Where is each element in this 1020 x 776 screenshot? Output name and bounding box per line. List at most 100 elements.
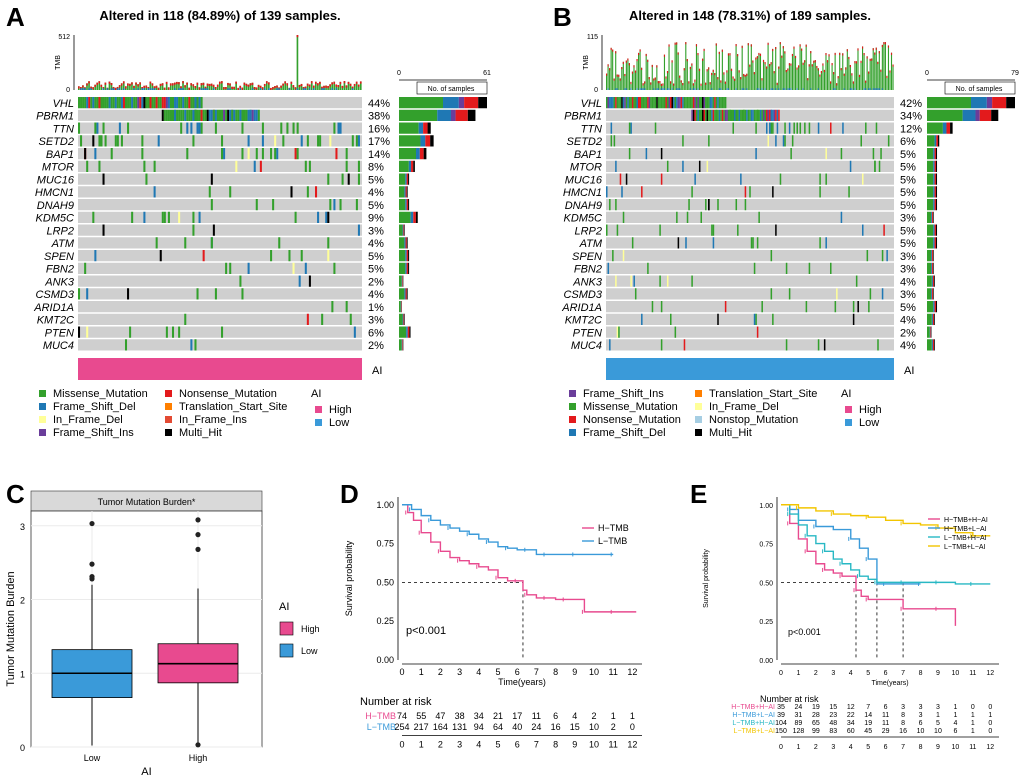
mutation-cell bbox=[225, 109, 228, 121]
tmb-bar-base bbox=[726, 88, 728, 90]
tmb-bar bbox=[692, 83, 694, 90]
gene-percent: 5% bbox=[368, 251, 384, 263]
tmb-bar-cap bbox=[819, 74, 821, 77]
sample-bar-segment bbox=[927, 262, 932, 274]
gene-row-hmcn1: HMCN1 4% bbox=[35, 186, 408, 199]
tmb-bar-cap bbox=[94, 84, 96, 87]
legend-ai-title: AI bbox=[841, 388, 851, 400]
tmb-bar-cap bbox=[110, 83, 113, 86]
tmb-bar-cap bbox=[171, 83, 174, 86]
mutation-cell bbox=[735, 109, 738, 121]
tmb-bar-cap bbox=[788, 63, 790, 66]
risk-table-cell: 150 bbox=[775, 728, 787, 735]
mutation-cell bbox=[235, 160, 238, 172]
tmb-bar-base bbox=[276, 88, 278, 90]
tmb-bar-cap bbox=[843, 73, 845, 76]
tmb-bar-cap bbox=[718, 51, 720, 55]
gene-percent: 3% bbox=[900, 289, 916, 301]
tmb-bar bbox=[349, 83, 352, 90]
tmb-bar-cap bbox=[268, 82, 270, 85]
mutation-cell bbox=[319, 135, 322, 147]
mutation-cell bbox=[712, 237, 715, 249]
tmb-bar-cap bbox=[337, 85, 340, 88]
tmb-bar bbox=[139, 82, 141, 90]
tmb-bar bbox=[659, 81, 661, 90]
tmb-bar bbox=[682, 83, 684, 90]
tmb-bar-cap bbox=[296, 35, 299, 38]
tmb-bar bbox=[698, 68, 701, 90]
legend-label: Frame_Shift_Ins bbox=[53, 427, 134, 439]
tmb-bar-base bbox=[116, 88, 119, 90]
risk-table-tick: 8 bbox=[919, 744, 923, 751]
legend-label: Translation_Start_Site bbox=[709, 388, 817, 400]
tmb-bar bbox=[744, 74, 746, 90]
mutation-cell bbox=[679, 97, 681, 109]
tmb-bar-cap bbox=[622, 61, 624, 64]
tmb-bar-base bbox=[817, 88, 819, 90]
gene-row-fbn2: FBN2 5% bbox=[46, 262, 410, 276]
mutation-cell bbox=[773, 109, 776, 121]
mutation-cell bbox=[732, 109, 734, 121]
sample-bar-segment bbox=[405, 250, 407, 262]
legend-swatch bbox=[569, 390, 576, 397]
tmb-bar bbox=[785, 69, 787, 90]
gene-percent: 3% bbox=[368, 315, 384, 327]
sample-bar-segment bbox=[399, 339, 402, 351]
mutation-cell bbox=[766, 122, 768, 134]
mutation-cell bbox=[357, 173, 360, 185]
mutation-cell bbox=[659, 224, 661, 236]
tmb-bar-base bbox=[133, 88, 135, 90]
mutation-cell bbox=[721, 109, 724, 121]
legend-label: Low bbox=[301, 646, 318, 656]
sample-bar-segment bbox=[932, 250, 934, 262]
tmb-bar-cap bbox=[869, 58, 871, 62]
tmb-bar-cap bbox=[865, 80, 867, 83]
mutation-cell bbox=[881, 250, 884, 262]
tmb-bar bbox=[892, 64, 894, 90]
y-tick-label: 1.00 bbox=[376, 500, 394, 510]
tmb-bar-cap bbox=[147, 86, 150, 90]
mutation-cell bbox=[613, 135, 616, 147]
gene-percent: 14% bbox=[368, 149, 390, 161]
tmb-bar bbox=[94, 84, 96, 90]
tmb-bar bbox=[96, 82, 99, 90]
mutation-cell bbox=[869, 288, 872, 300]
mutation-cell bbox=[724, 301, 727, 313]
risk-table-row-label: H−TMB+H−AI bbox=[731, 704, 775, 711]
risk-table-cell: 11 bbox=[532, 711, 541, 721]
tmb-bar-base bbox=[200, 88, 203, 90]
mutation-cell bbox=[612, 97, 614, 109]
gene-name: CSMD3 bbox=[563, 289, 602, 301]
gene-row-background bbox=[606, 148, 894, 160]
tmb-bar-cap bbox=[805, 44, 807, 47]
x-tick-label: 1 bbox=[419, 667, 424, 677]
risk-table-tick: 11 bbox=[969, 744, 976, 751]
tmb-bar bbox=[227, 82, 229, 90]
legend-swatch bbox=[569, 416, 576, 423]
tmb-bar bbox=[723, 72, 725, 90]
mutation-cell bbox=[131, 211, 134, 223]
mutation-cell bbox=[161, 211, 164, 223]
tmb-bar-cap bbox=[802, 62, 804, 65]
tmb-bar-cap bbox=[641, 67, 643, 70]
panel-letter-b: B bbox=[553, 2, 572, 32]
tmb-bar-cap bbox=[698, 68, 701, 71]
tmb-bar bbox=[890, 52, 893, 90]
tmb-bar bbox=[805, 44, 807, 90]
tmb-bar-cap bbox=[167, 87, 170, 90]
x-tick-label: 10 bbox=[589, 667, 599, 677]
tmb-bar bbox=[730, 68, 733, 90]
mutation-cell bbox=[868, 301, 870, 313]
tmb-bar bbox=[855, 61, 858, 90]
mutation-cell bbox=[606, 224, 608, 236]
tmb-bar-cap bbox=[633, 65, 635, 68]
mutation-cell bbox=[610, 97, 613, 109]
tmb-bar-base bbox=[869, 88, 871, 90]
legend-swatch bbox=[39, 429, 46, 436]
gene-name: PBRM1 bbox=[36, 111, 74, 123]
tmb-bar bbox=[636, 58, 638, 90]
tmb-bar-cap bbox=[88, 81, 90, 84]
mutation-cell bbox=[796, 122, 798, 134]
mutation-cell bbox=[660, 148, 663, 160]
